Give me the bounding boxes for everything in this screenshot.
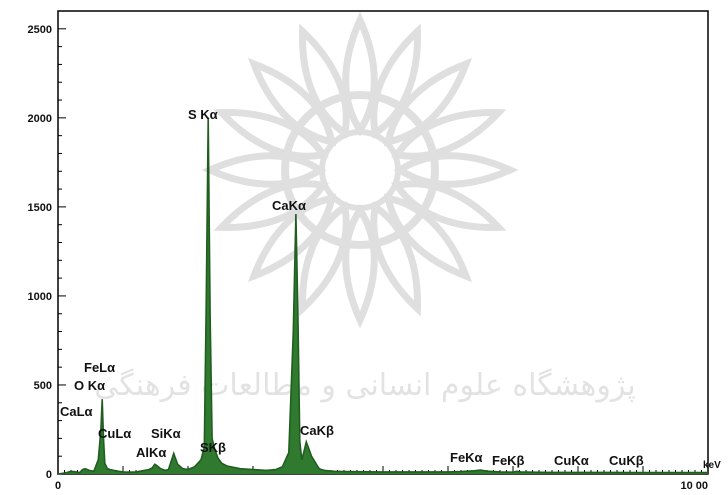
rosette-petal [247, 57, 337, 147]
y-tick-label: 2000 [28, 113, 52, 125]
peak-label-ca-k-beta: CaKβ [300, 423, 334, 438]
peak-label-fe-l-alpha: FeLα [84, 360, 115, 375]
rosette-petal [391, 109, 507, 160]
y-axis: 0 500 1000 1500 2000 2500 [28, 24, 66, 481]
peak-label-cu-l-alpha: CuLα [98, 426, 131, 441]
x-tick-label: 0 [55, 480, 61, 492]
rosette-petal [342, 203, 378, 329]
y-tick-label: 500 [34, 380, 52, 392]
spectrum-fill [58, 117, 708, 475]
rosette-petal [213, 180, 329, 231]
watermark-text: پژوهشگاه علوم انسانی و مطالعات فرهنگی [94, 368, 636, 403]
x-tick-label: 10 00 [680, 480, 708, 492]
peak-label-s-k-alpha: S Kα [188, 107, 218, 122]
rosette-petal [299, 23, 350, 139]
rosette-petal [370, 201, 421, 317]
rosette-petal [213, 109, 329, 160]
rosette-petal [393, 152, 519, 188]
peak-label-ca-l-alpha: CaLα [60, 404, 93, 419]
y-tick-label: 1500 [28, 202, 52, 214]
x-unit-label: keV [703, 460, 721, 471]
peak-label-cu-k-beta: CuKβ [609, 453, 644, 468]
peak-label-ca-k-alpha: CaKα [272, 198, 306, 213]
rosette-petal [201, 152, 327, 188]
peak-label-fe-k-beta: FeKβ [492, 453, 525, 468]
y-tick-label: 2500 [28, 24, 52, 36]
peak-label-cu-k-alpha: CuKα [554, 453, 589, 468]
spectrum-line [57, 117, 708, 475]
rosette-petal [383, 57, 473, 147]
y-tick-label: 0 [46, 469, 52, 481]
rosette-petal [370, 23, 421, 139]
rosette-petal [391, 180, 507, 231]
rosette-petal [247, 193, 337, 283]
rosette-petal [383, 193, 473, 283]
rosette-petal [299, 201, 350, 317]
peak-label-si-k-alpha: SiKα [151, 426, 181, 441]
peak-label-al-k-alpha: AlKα [136, 445, 166, 460]
rosette-watermark [201, 11, 519, 329]
peak-label-s-k-beta: SKβ [200, 440, 226, 455]
peak-label-o-k-alpha: O Kα [74, 378, 105, 393]
spectrum-series [57, 117, 708, 475]
y-tick-label: 1000 [28, 291, 52, 303]
rosette-petal [342, 11, 378, 137]
peak-label-fe-k-alpha: FeKα [450, 450, 483, 465]
